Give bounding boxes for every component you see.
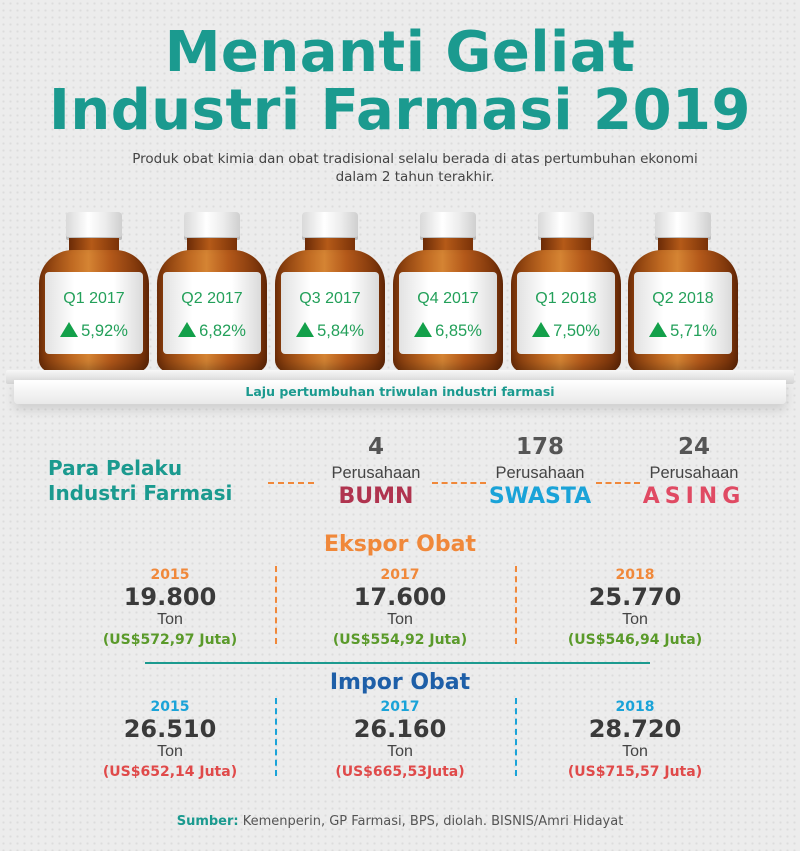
unit: Ton: [157, 743, 183, 760]
unit: Ton: [157, 611, 183, 628]
impor-title: Impor Obat: [329, 670, 471, 695]
bottle-label: Q2 2017 6,82%: [163, 272, 261, 354]
bottle-label: Q2 2018 5,71%: [634, 272, 732, 354]
quarter-label: Q2 2017: [181, 290, 243, 307]
value-usd: (US$554,92 Juta): [332, 632, 468, 648]
value-usd: (US$715,57 Juta): [567, 764, 703, 780]
connector-dash: [268, 482, 314, 484]
bottle-label: Q3 2017 5,84%: [281, 272, 379, 354]
bottle-label: Q1 2018 7,50%: [517, 272, 615, 354]
value-usd: (US$572,97 Juta): [102, 632, 238, 648]
connector-dash: [596, 482, 640, 484]
page-title-line-2: Industri Farmasi 2019: [49, 78, 751, 143]
ekspor-title: Ekspor Obat: [324, 532, 476, 557]
amount: 19.800: [123, 583, 217, 611]
amount: 26.160: [353, 715, 447, 743]
source-label: Sumber:: [176, 814, 239, 829]
bottle-cap: [66, 212, 122, 240]
quarter-label: Q3 2017: [299, 290, 361, 307]
bottle-cap: [655, 212, 711, 240]
growth-value: 5,84%: [317, 322, 364, 340]
asing-kind: ASING: [642, 484, 746, 509]
growth-value: 5,71%: [670, 322, 717, 340]
ekspor-2015: 2015 19.800 Ton (US$572,97 Juta): [50, 566, 290, 650]
swasta-kind: SWASTA: [488, 484, 592, 509]
connector-dash: [432, 482, 486, 484]
bumn-label: Perusahaan: [331, 464, 421, 482]
year: 2017: [380, 567, 420, 583]
bottle-cap: [538, 212, 594, 240]
asing-count: 24: [677, 434, 710, 460]
swasta-label: Perusahaan: [495, 464, 585, 482]
bottle-cap: [184, 212, 240, 240]
bottle-q1-2018: Q1 2018 7,50%: [511, 212, 621, 372]
up-arrow-icon: [532, 322, 551, 337]
year: 2015: [150, 567, 190, 583]
year: 2018: [615, 567, 655, 583]
impor-2018: 2018 28.720 Ton (US$715,57 Juta): [515, 698, 755, 782]
unit: Ton: [622, 611, 648, 628]
quarter-label: Q4 2017: [417, 290, 479, 307]
bottle-label: Q4 2017 6,85%: [399, 272, 497, 354]
quarter-label: Q2 2018: [652, 290, 714, 307]
year: 2015: [150, 699, 190, 715]
bumn-count: 4: [367, 434, 384, 460]
bottle-q4-2017: Q4 2017 6,85%: [393, 212, 503, 372]
growth-value: 6,85%: [435, 322, 482, 340]
value-usd: (US$546,94 Juta): [567, 632, 703, 648]
source-note: Sumber: Kemenperin, GP Farmasi, BPS, dio…: [0, 814, 800, 829]
bottle-cap: [302, 212, 358, 240]
value-usd: (US$665,53Juta): [335, 764, 465, 780]
growth-value: 5,92%: [81, 322, 128, 340]
page-title-line-1: Menanti Geliat: [164, 20, 636, 85]
bottle-q1-2017: Q1 2017 5,92%: [39, 212, 149, 372]
divider: [275, 698, 277, 776]
swasta-count: 178: [515, 434, 564, 460]
up-arrow-icon: [60, 322, 79, 337]
pelaku-title: Para Pelaku Industri Farmasi: [48, 456, 233, 505]
divider: [515, 698, 517, 776]
year: 2017: [380, 699, 420, 715]
up-arrow-icon: [649, 322, 668, 337]
bottle-label: Q1 2017 5,92%: [45, 272, 143, 354]
divider: [275, 566, 277, 644]
year: 2018: [615, 699, 655, 715]
bottle-q2-2017: Q2 2017 6,82%: [157, 212, 267, 372]
quarter-label: Q1 2017: [63, 290, 125, 307]
amount: 26.510: [123, 715, 217, 743]
amount: 17.600: [353, 583, 447, 611]
unit: Ton: [387, 611, 413, 628]
growth-value: 7,50%: [553, 322, 600, 340]
ekspor-2018: 2018 25.770 Ton (US$546,94 Juta): [515, 566, 755, 650]
asing-label: Perusahaan: [649, 464, 739, 482]
unit: Ton: [622, 743, 648, 760]
unit: Ton: [387, 743, 413, 760]
subtitle: Produk obat kimia dan obat tradisional s…: [132, 151, 698, 185]
divider: [515, 566, 517, 644]
impor-2017: 2017 26.160 Ton (US$665,53Juta): [280, 698, 520, 782]
amount: 25.770: [588, 583, 682, 611]
up-arrow-icon: [178, 322, 197, 337]
source-text: Kemenperin, GP Farmasi, BPS, diolah. BIS…: [238, 814, 624, 829]
quarter-label: Q1 2018: [535, 290, 597, 307]
ekspor-2017: 2017 17.600 Ton (US$554,92 Juta): [280, 566, 520, 650]
shelf-caption: Laju pertumbuhan triwulan industri farma…: [245, 384, 555, 399]
bottle-q3-2017: Q3 2017 5,84%: [275, 212, 385, 372]
value-usd: (US$652,14 Juta): [102, 764, 238, 780]
impor-2015: 2015 26.510 Ton (US$652,14 Juta): [50, 698, 290, 782]
shelf-front: [14, 380, 786, 404]
bottle-cap: [420, 212, 476, 240]
bottle-q2-2018: Q2 2018 5,71%: [628, 212, 738, 372]
amount: 28.720: [588, 715, 682, 743]
up-arrow-icon: [296, 322, 315, 337]
growth-value: 6,82%: [199, 322, 246, 340]
section-divider: [145, 662, 650, 664]
bumn-kind: BUMN: [338, 484, 414, 509]
up-arrow-icon: [414, 322, 433, 337]
